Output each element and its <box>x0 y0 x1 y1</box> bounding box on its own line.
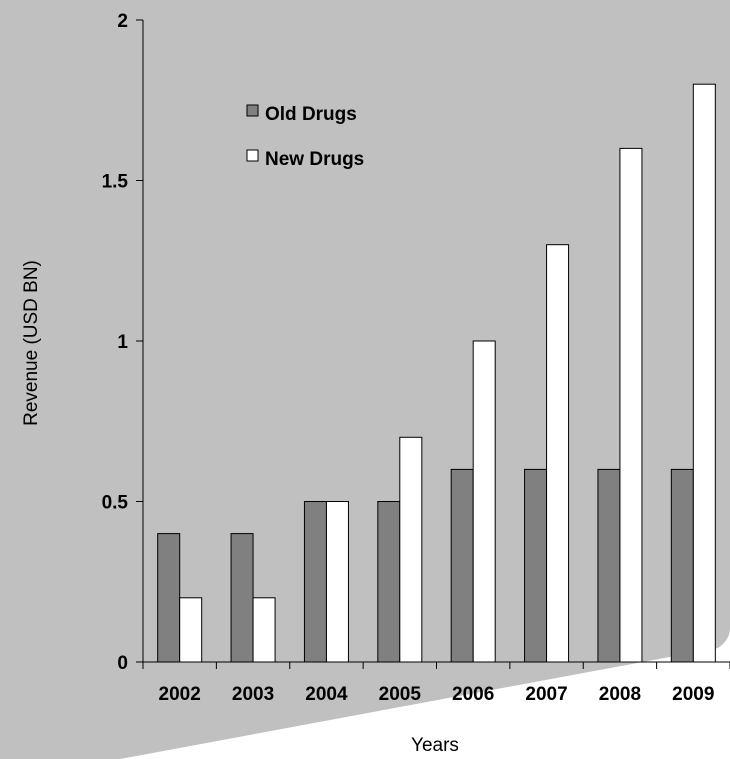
y-tick-label: 0.5 <box>102 493 129 514</box>
x-axis-title: Years <box>411 735 459 756</box>
legend-label-new-drugs: New Drugs <box>265 149 364 170</box>
legend-swatch-old-drugs <box>246 104 259 117</box>
y-tick-label: 1 <box>117 332 128 353</box>
x-tick-label: 2008 <box>599 684 641 705</box>
legend-swatch-new-drugs <box>246 149 259 162</box>
axes-layer <box>136 19 730 669</box>
bar-old-drugs-2009 <box>670 468 694 663</box>
y-tick-label: 2 <box>117 11 128 32</box>
legend: Old Drugs New Drugs <box>246 104 364 170</box>
bar-new-drugs-2009 <box>692 83 716 663</box>
bar-new-drugs-2006 <box>472 340 496 663</box>
bar-new-drugs-2008 <box>619 147 643 663</box>
bar-new-drugs-2005 <box>399 436 423 663</box>
x-tick-label: 2003 <box>232 684 274 705</box>
y-tick-label: 0 <box>117 653 128 674</box>
x-tick-label: 2006 <box>452 684 494 705</box>
bar-old-drugs-2005 <box>377 501 401 663</box>
bar-old-drugs-2002 <box>157 533 181 663</box>
bar-old-drugs-2003 <box>230 533 254 663</box>
bar-new-drugs-2002 <box>179 597 203 663</box>
y-axis-title: Revenue (USD BN) <box>21 260 42 426</box>
tick-labels-layer: 0 0.5 1 1.5 2 2002 2003 2004 2005 2006 2007 2008 200… <box>102 11 715 705</box>
bar-old-drugs-2007 <box>524 468 548 663</box>
x-tick-label: 2007 <box>525 684 567 705</box>
bar-old-drugs-2004 <box>303 501 327 663</box>
bar-new-drugs-2007 <box>546 244 570 663</box>
legend-label-old-drugs: Old Drugs <box>265 104 357 125</box>
bar-new-drugs-2004 <box>325 501 349 663</box>
x-tick-label: 2009 <box>672 684 714 705</box>
bars-layer <box>157 83 716 663</box>
x-tick-label: 2002 <box>159 684 201 705</box>
x-tick-label: 2005 <box>379 684 422 705</box>
x-tick-label: 2004 <box>305 684 348 705</box>
bar-old-drugs-2006 <box>450 468 474 663</box>
bar-new-drugs-2003 <box>252 597 276 663</box>
y-tick-label: 1.5 <box>102 172 129 193</box>
bar-old-drugs-2008 <box>597 468 621 663</box>
